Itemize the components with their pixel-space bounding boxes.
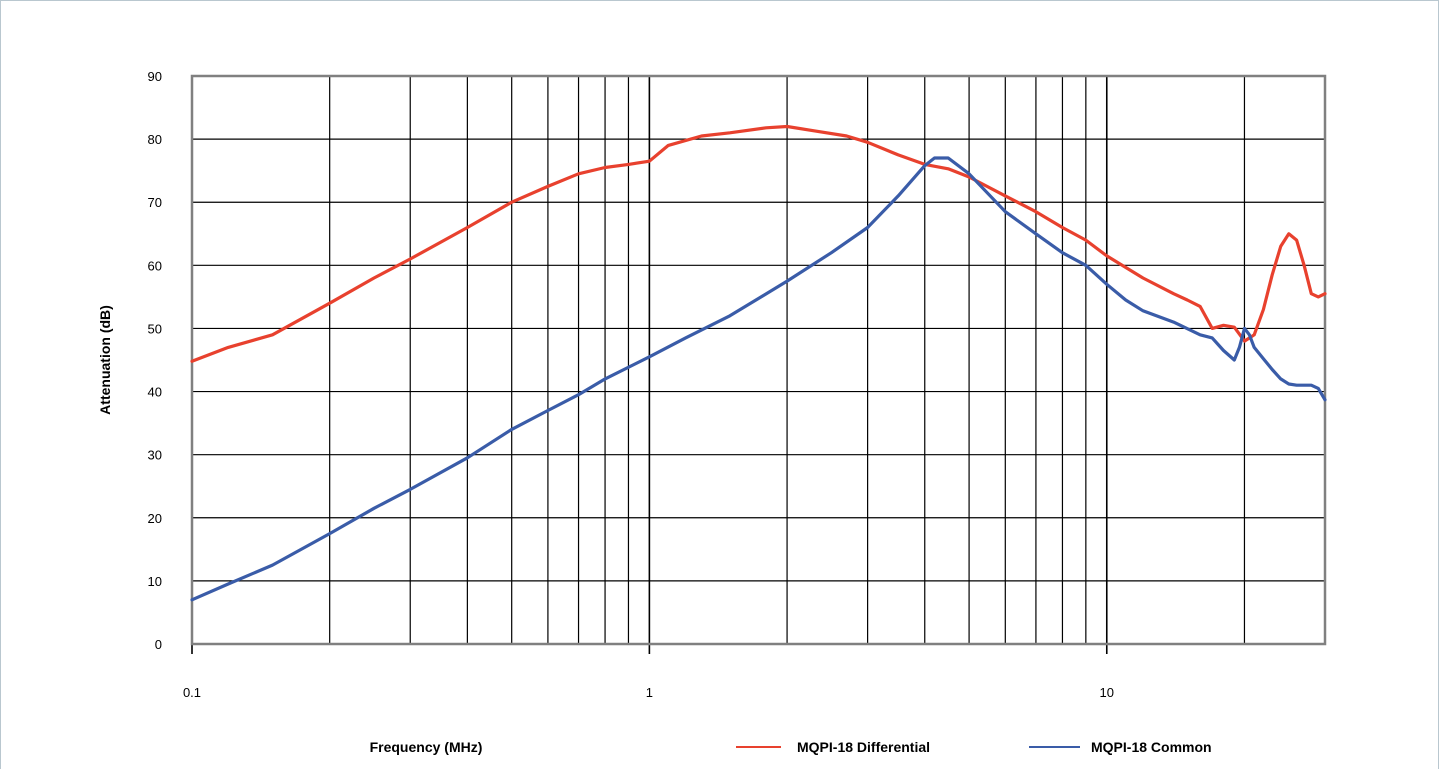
x-tick-label: 1 [646, 685, 653, 700]
legend-label-common: MQPI-18 Common [1091, 739, 1212, 755]
y-tick-label: 30 [148, 448, 162, 463]
y-tick-label: 90 [148, 69, 162, 84]
x-tick-label: 0.1 [183, 685, 201, 700]
x-tick-label: 10 [1100, 685, 1114, 700]
legend-label-differential: MQPI-18 Differential [797, 739, 930, 755]
y-tick-label: 0 [155, 637, 162, 652]
y-tick-label: 20 [148, 511, 162, 526]
series-lines [190, 124, 1327, 602]
y-tick-label: 70 [148, 195, 162, 210]
y-tick-label: 40 [148, 385, 162, 400]
series-line-differential [190, 124, 1327, 363]
plot-border-rect [190, 74, 1327, 646]
y-tick-labels: 0 10 20 30 40 50 60 70 80 90 [148, 69, 162, 652]
legend: MQPI-18 Differential MQPI-18 Common [736, 739, 1212, 755]
x-tick-labels: 0.1 1 10 [183, 685, 1114, 700]
grid-lines [191, 75, 1326, 654]
x-axis-title: Frequency (MHz) [370, 739, 483, 755]
series-line-common [190, 156, 1327, 602]
y-tick-label: 50 [148, 321, 162, 336]
y-tick-label: 10 [148, 574, 162, 589]
plot-area-border [190, 74, 1327, 646]
y-axis-title: Attenuation (dB) [97, 305, 113, 415]
y-tick-label: 60 [148, 258, 162, 273]
y-tick-label: 80 [148, 132, 162, 147]
